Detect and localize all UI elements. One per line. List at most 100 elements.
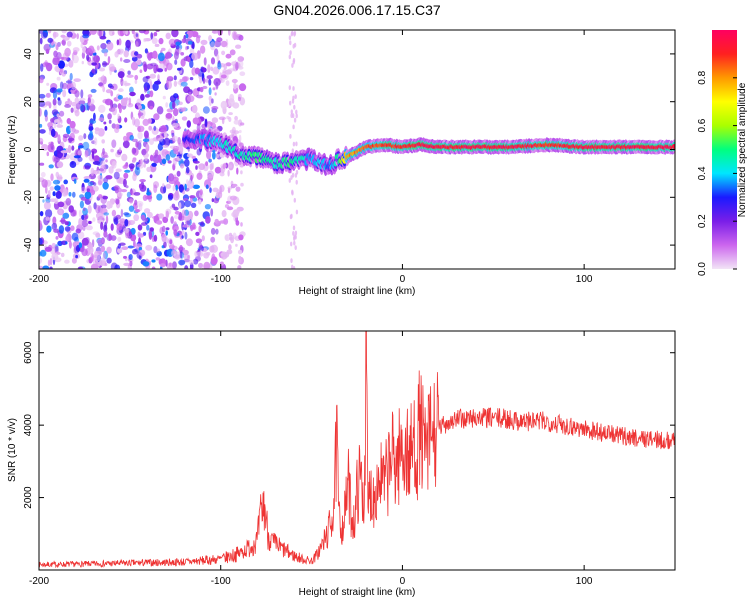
spectrogram-noise-cell [217, 30, 223, 36]
snr-y-tick-label: 6000 [23, 341, 34, 364]
spectrogram-noise-cell [136, 59, 142, 66]
spectrogram-noise-cell [163, 137, 171, 147]
colorbar-tick-label: 0.2 [697, 214, 708, 228]
spectrogram-noise-cell [185, 34, 189, 39]
spectrogram-noise-cell [180, 81, 188, 87]
spectrogram-noise-cell [293, 104, 296, 110]
spectrogram-noise-cell [73, 78, 81, 82]
spectrogram-noise-cell [238, 129, 242, 134]
spectrogram-noise-cell [81, 51, 85, 59]
spectrogram-noise-cell [56, 124, 63, 128]
spectrogram-noise-cell [50, 128, 56, 137]
spectrogram-noise-cell [80, 89, 84, 99]
spectrogram-noise-cell [100, 221, 104, 230]
spectrogram-noise-cell [105, 159, 108, 163]
spectrogram-noise-cell [78, 135, 84, 141]
spectrogram-noise-cell [111, 123, 117, 129]
spectrogram-noise-cell [173, 93, 179, 99]
spectrogram-noise-cell [105, 215, 109, 224]
spectrogram-noise-cell [84, 237, 90, 244]
spectrogram-noise-cell [39, 129, 46, 134]
spectrogram-noise-cell [177, 247, 185, 251]
spectrogram-noise-cell [56, 76, 61, 81]
spectrogram-noise-cell [217, 62, 222, 70]
spectrogram-noise-cell [292, 113, 295, 119]
spectrogram-noise-cell [137, 231, 141, 238]
spectrogram-noise-cell [146, 166, 152, 172]
spectrogram-y-tick-label: 0 [23, 146, 34, 152]
spectrogram-noise-cell [288, 85, 291, 90]
spectrogram-noise-cell [91, 150, 95, 160]
colorbar-ticks: 0.0 0.2 0.4 0.6 0.8 [697, 70, 737, 276]
spectrogram-noise-cell [291, 63, 294, 68]
spectrogram-noise-cell [184, 200, 192, 208]
spectrogram-noise-cell [39, 257, 43, 265]
spectrogram-noise-cell [154, 149, 159, 157]
spectrogram-noise-cell [45, 101, 52, 106]
spectrogram-noise-cell [123, 50, 129, 58]
spectrogram-noise-cell [98, 67, 106, 72]
snr-frame [38, 330, 676, 571]
spectrogram-noise-cell [173, 215, 179, 219]
spectrogram-noise-cell [101, 48, 109, 54]
spectrogram-noise-cell [71, 81, 76, 90]
spectrogram-noise-cell [161, 233, 167, 243]
spectrogram-noise-cell [158, 213, 165, 219]
spectrogram-noise-cell [166, 262, 174, 269]
snr-series-line [39, 331, 675, 569]
spectrogram-noise-cell [82, 46, 86, 54]
spectrogram-noise-cell [194, 67, 200, 75]
spectrogram-noise-cell [292, 231, 295, 236]
spectrogram-noise-cell [199, 86, 204, 93]
spectrogram-noise-cell [93, 182, 97, 186]
spectrogram-noise-cell [75, 102, 81, 110]
spectrogram-noise-cell [138, 109, 141, 119]
spectrogram-noise-cell [290, 258, 293, 263]
spectrogram-noise-cell [124, 169, 131, 173]
spectrogram-noise-cell [232, 232, 237, 240]
spectrogram-noise-cell [84, 191, 92, 199]
spectrogram-noise-cell [100, 245, 106, 253]
spectrogram-noise-cell [150, 62, 158, 67]
spectrogram-noise-cell [87, 102, 94, 106]
spectrogram-noise-cell [81, 219, 89, 228]
spectrogram-noise-cell [227, 169, 230, 177]
spectrogram-noise-cell [107, 113, 112, 120]
spectrogram-noise-cell [294, 94, 297, 99]
spectrogram-noise-cell [222, 69, 226, 74]
spectrogram-noise-cell [157, 68, 164, 73]
spectrogram-noise-cell [50, 141, 54, 150]
spectrogram-noise-cell [54, 185, 61, 191]
spectrogram-noise-cell [115, 168, 122, 173]
spectrogram-noise-cell [138, 247, 143, 251]
spectrogram-noise-cell [120, 208, 124, 218]
spectrogram-noise-cell [92, 52, 97, 56]
spectrogram-noise-cell [153, 184, 158, 193]
spectrogram-noise-cell [144, 154, 148, 161]
spectrogram-y-axis-label: Frequency (Hz) [7, 116, 18, 185]
spectrogram-noise-cell [292, 86, 295, 91]
spectrogram-noise-cell [212, 66, 220, 75]
spectrogram-noise-cell [78, 242, 83, 249]
spectrogram-noise-cell [214, 166, 222, 174]
spectrogram-noise-cell [186, 30, 193, 38]
spectrogram-noise-cell [210, 57, 216, 65]
spectrogram-noise-cell [143, 38, 147, 43]
spectrogram-noise-cell [292, 43, 295, 49]
spectrogram-noise-cell [218, 116, 226, 121]
spectrogram-noise-cell [182, 190, 186, 195]
spectrogram-noise-cell [128, 254, 133, 260]
spectrogram-noise-cell [196, 148, 202, 156]
spectrogram-noise-cell [102, 181, 109, 190]
snr-x-tick-label: -100 [211, 576, 231, 587]
spectrogram-noise-cell [123, 262, 131, 267]
spectrogram-noise-cell [178, 211, 183, 221]
spectrogram-noise-cell [110, 90, 114, 97]
spectrogram-noise-cell [129, 198, 134, 204]
spectrogram-noise-cell [153, 64, 158, 74]
spectrogram-noise-cell [196, 94, 204, 99]
spectrogram-noise-cell [290, 109, 293, 115]
spectrogram-noise-cell [157, 74, 160, 81]
spectrogram-noise-cell [102, 148, 105, 156]
spectrogram-noise-cell [192, 184, 200, 189]
